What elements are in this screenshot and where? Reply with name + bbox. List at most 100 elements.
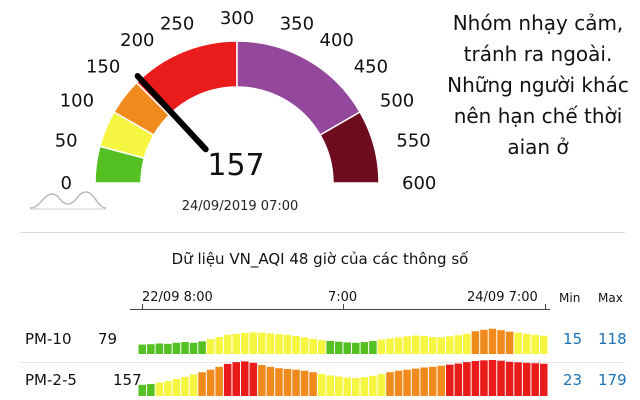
hourly-bar: [471, 361, 480, 396]
pm25-max-value: 179: [598, 371, 627, 389]
gauge-band: [236, 40, 362, 137]
hourly-bar: [164, 343, 172, 354]
pm10-max-value: 118: [598, 330, 627, 348]
hourly-bar: [480, 360, 488, 396]
hourly-bar: [386, 338, 394, 354]
column-max-header: Max: [598, 291, 623, 305]
hourly-bar: [241, 361, 249, 396]
hourly-bar: [446, 364, 454, 396]
hourly-bar: [232, 362, 240, 396]
gauge-scale-label: 200: [120, 30, 154, 51]
hourly-bar: [206, 369, 215, 396]
hourly-bar: [206, 339, 215, 354]
pm25-hourly-bars: [138, 360, 548, 396]
gauge-band: [319, 110, 380, 184]
hourly-bar: [181, 376, 189, 396]
gauge-needle-line: [134, 73, 209, 153]
hourly-bar: [300, 337, 309, 354]
hourly-bar: [215, 337, 223, 354]
gauge-scale-label: 400: [320, 30, 354, 51]
hourly-bar: [275, 334, 283, 354]
hourly-bar: [164, 381, 172, 396]
hourly-bar: [155, 382, 164, 396]
mini-trend-icon: [29, 191, 107, 210]
hourly-bar: [369, 341, 377, 354]
timeline-start-label: 22/09 8:00: [142, 290, 213, 305]
gauge-timestamp: 24/09/2019 07:00: [181, 199, 299, 214]
hourly-bar: [480, 329, 488, 354]
hourly-bar: [471, 331, 480, 354]
hourly-bar: [497, 330, 505, 354]
hourly-bar: [514, 362, 522, 396]
row-separator: [20, 362, 625, 363]
hourly-bar: [189, 342, 198, 354]
hourly-bar: [488, 360, 497, 396]
hourly-bar: [266, 333, 275, 354]
hourly-bar: [309, 372, 317, 396]
section-divider: [20, 232, 625, 233]
hourly-bar: [317, 340, 326, 354]
hourly-bar: [317, 374, 326, 396]
timeline-axis: [130, 309, 550, 310]
hourly-bar: [369, 375, 377, 396]
hourly-bar: [539, 335, 548, 354]
hourly-bar: [420, 367, 428, 396]
gauge-bands: [94, 40, 380, 184]
hourly-bar: [147, 384, 155, 396]
hourly-bar: [215, 366, 223, 396]
gauge-scale-label: 0: [61, 173, 72, 194]
timeline-end-label: 24/09 7:00: [467, 290, 538, 305]
hourly-bar: [249, 362, 258, 396]
hourly-bar: [437, 337, 445, 354]
hourly-bar: [283, 334, 292, 354]
hourly-bar: [539, 363, 548, 396]
hourly-bar: [138, 384, 147, 396]
health-advice-text: Nhóm nhạy cảm, tránh ra ngoài. Những ngư…: [447, 11, 629, 159]
hourly-bar: [232, 333, 240, 354]
gauge-scale-label: 100: [60, 91, 94, 112]
hourly-bar: [241, 332, 249, 354]
gauge-scale-label: 50: [55, 130, 78, 151]
pm25-current-value: 157: [113, 371, 142, 389]
hourly-bar: [343, 377, 352, 396]
hourly-bar: [343, 342, 352, 354]
hourly-bar: [138, 344, 147, 354]
hourly-bar: [334, 341, 343, 354]
hourly-bar: [326, 341, 334, 354]
hourly-bar: [428, 366, 437, 396]
hourly-bar: [454, 363, 463, 396]
hourly-bar: [258, 365, 266, 396]
gauge-scale-label: 500: [380, 91, 414, 112]
pm25-label: PM-2-5: [25, 371, 77, 389]
column-min-header: Min: [559, 291, 581, 305]
gauge-scale-label: 150: [86, 56, 120, 77]
pm25-min-value: 23: [563, 371, 583, 389]
hourly-bar: [292, 335, 300, 354]
hourly-bar: [403, 369, 411, 396]
gauge-needle: [134, 73, 209, 153]
hourly-bar: [497, 360, 505, 396]
hourly-bar: [505, 361, 514, 396]
panel-title: Dữ liệu VN_AQI 48 giờ của các thông số: [171, 250, 469, 268]
gauge-scale-label: 550: [396, 130, 430, 151]
hourly-bar: [198, 341, 206, 354]
hourly-bar: [300, 370, 309, 396]
hourly-bar: [514, 332, 522, 354]
hourly-bar: [352, 342, 360, 354]
hourly-bar: [266, 366, 275, 396]
pm10-label: PM-10: [25, 330, 72, 348]
pm10-min-value: 15: [563, 330, 583, 348]
pm10-current-value: 79: [98, 330, 118, 348]
hourly-bar: [428, 337, 437, 354]
hourly-bar: [172, 342, 181, 354]
hourly-bar: [275, 368, 283, 396]
timeline-tick: [142, 304, 143, 310]
hourly-bar: [155, 343, 164, 354]
hourly-bar: [223, 363, 232, 396]
hourly-bar: [446, 336, 454, 354]
gauge-scale-label: 350: [280, 14, 314, 35]
hourly-bar: [352, 377, 360, 396]
hourly-bar: [488, 328, 497, 354]
